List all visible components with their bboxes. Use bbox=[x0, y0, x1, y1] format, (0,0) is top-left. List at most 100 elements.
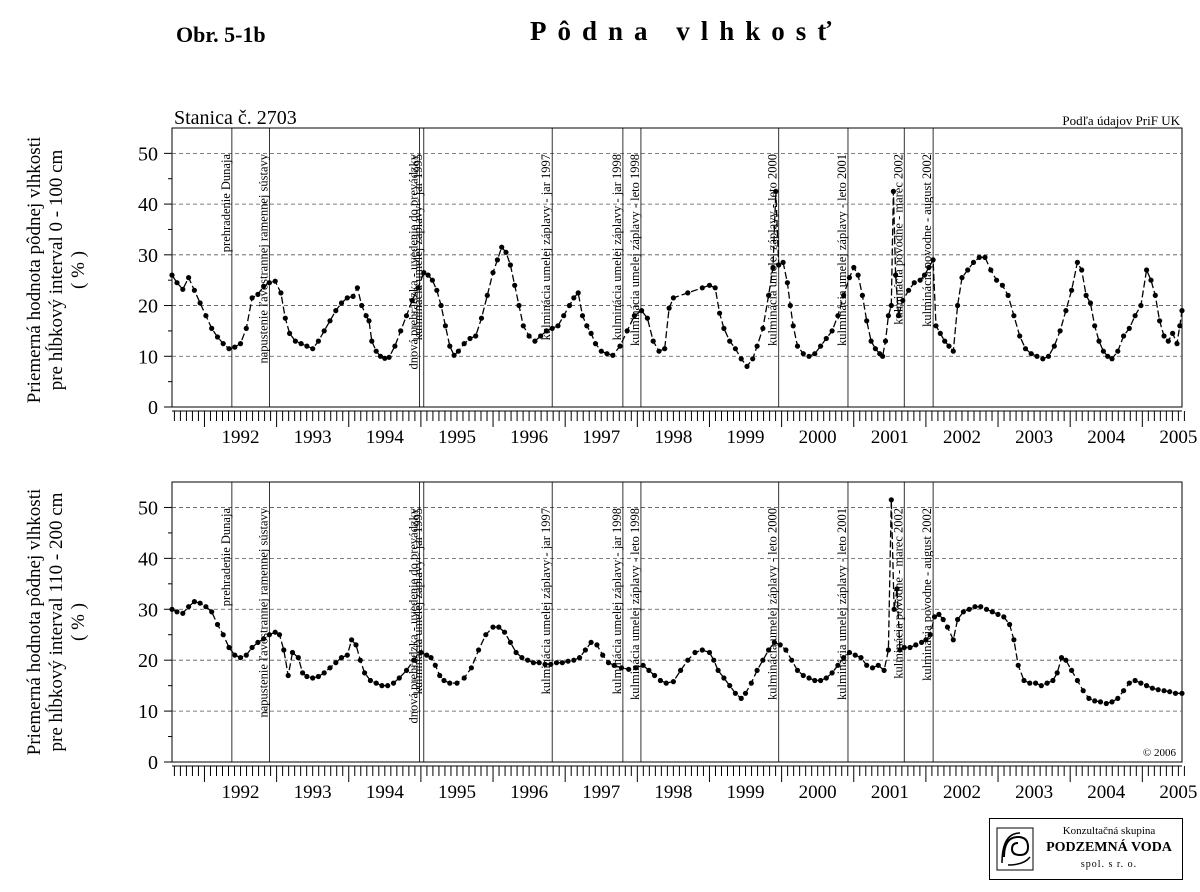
data-point bbox=[926, 264, 932, 271]
data-point bbox=[699, 647, 705, 653]
data-point bbox=[592, 341, 599, 347]
data-point bbox=[362, 670, 368, 676]
data-point bbox=[424, 652, 430, 658]
data-point bbox=[513, 649, 519, 656]
data-point bbox=[577, 655, 583, 661]
data-point bbox=[1144, 267, 1150, 273]
data-point bbox=[292, 338, 298, 344]
data-point bbox=[255, 291, 261, 297]
data-point bbox=[1054, 670, 1060, 676]
event-label-1: prehradenie Dunaja bbox=[219, 508, 233, 607]
data-point bbox=[829, 328, 835, 334]
data-point bbox=[538, 333, 544, 339]
data-point bbox=[721, 325, 727, 331]
data-point bbox=[1179, 690, 1185, 696]
data-point bbox=[191, 599, 197, 605]
data-point bbox=[1161, 688, 1167, 694]
data-point bbox=[390, 680, 397, 686]
data-point bbox=[344, 295, 350, 301]
logo-line3: spol. s r. o. bbox=[1080, 859, 1138, 870]
data-point bbox=[972, 604, 978, 610]
data-point bbox=[1005, 292, 1011, 298]
data-point bbox=[1105, 353, 1111, 359]
data-point bbox=[666, 305, 672, 311]
data-point bbox=[1152, 292, 1158, 298]
data-point bbox=[787, 302, 793, 309]
data-point bbox=[232, 652, 238, 658]
data-point bbox=[1126, 325, 1132, 331]
data-point bbox=[777, 642, 783, 648]
data-point bbox=[1138, 680, 1144, 686]
data-point bbox=[950, 637, 956, 643]
event-label-10: kulminácia povodne - marec 2002 bbox=[891, 508, 905, 679]
data-point bbox=[411, 657, 417, 663]
data-point bbox=[549, 325, 555, 331]
data-point bbox=[851, 264, 857, 271]
data-point bbox=[1157, 318, 1163, 324]
event-label-11: kulminácia povodne - august 2002 bbox=[920, 154, 934, 327]
data-point bbox=[266, 280, 272, 286]
data-point bbox=[959, 275, 965, 281]
data-point bbox=[626, 666, 632, 672]
data-point bbox=[1161, 333, 1167, 339]
x-tick-label: 2003 bbox=[1015, 782, 1053, 803]
data-point bbox=[639, 308, 645, 314]
plot-frame-1 bbox=[171, 127, 1183, 408]
data-point bbox=[1027, 680, 1033, 686]
data-point bbox=[670, 679, 677, 685]
x-tick-label: 2004 bbox=[1087, 427, 1126, 448]
x-tick-label: 1997 bbox=[582, 782, 620, 803]
y-tick-label: 50 bbox=[138, 143, 158, 165]
data-point bbox=[553, 660, 560, 666]
event-label-8: kulminácia umelej záplavy - leto 2000 bbox=[766, 508, 780, 700]
data-point bbox=[1079, 267, 1085, 273]
data-point bbox=[901, 644, 907, 651]
data-point bbox=[437, 672, 443, 679]
data-point bbox=[900, 297, 906, 304]
data-point bbox=[835, 313, 841, 319]
data-point bbox=[338, 655, 345, 661]
x-tick-label: 1995 bbox=[438, 427, 476, 448]
data-point bbox=[1132, 677, 1138, 684]
plot-frame-2 bbox=[171, 481, 1183, 763]
x-tick-label: 1999 bbox=[727, 427, 765, 448]
station-label: Stanica č. 2703 bbox=[174, 107, 297, 129]
data-point bbox=[955, 302, 961, 309]
data-point bbox=[748, 680, 754, 686]
data-point bbox=[1172, 690, 1179, 696]
event-label-6: kulminácia umelej záplavy - jar 1998 bbox=[610, 154, 624, 340]
data-point bbox=[812, 677, 818, 684]
data-point bbox=[841, 655, 847, 661]
data-point bbox=[888, 302, 894, 309]
data-point bbox=[226, 644, 232, 651]
data-point bbox=[706, 649, 713, 656]
data-point bbox=[930, 257, 936, 263]
data-point bbox=[575, 290, 581, 296]
data-point bbox=[966, 606, 972, 612]
data-point bbox=[982, 254, 988, 260]
data-point bbox=[610, 352, 616, 358]
x-tick-label: 1998 bbox=[654, 782, 692, 803]
y-tick-label: 10 bbox=[138, 346, 158, 368]
x-tick-label: 1993 bbox=[294, 427, 332, 448]
x-tick-label: 1994 bbox=[366, 782, 405, 803]
data-point bbox=[1045, 353, 1052, 359]
event-label-3: dnová prehrádzka - uvedenie do prevádzky bbox=[406, 507, 420, 723]
data-point bbox=[989, 609, 995, 615]
data-point bbox=[594, 642, 600, 648]
event-label-4: kulminácia umelej záplavy - jar 1995 bbox=[411, 154, 425, 340]
x-tick-label: 2005 bbox=[1159, 782, 1197, 803]
data-point bbox=[1007, 621, 1013, 628]
data-point bbox=[812, 351, 818, 357]
data-point bbox=[1132, 313, 1138, 319]
data-point bbox=[278, 290, 284, 296]
data-point bbox=[366, 318, 372, 324]
y-axis-label: pre hĺbkový interval 110 - 200 cm bbox=[45, 492, 67, 751]
data-point bbox=[373, 680, 379, 686]
data-point bbox=[434, 287, 440, 293]
data-point bbox=[846, 275, 853, 281]
data-point bbox=[327, 665, 333, 671]
data-point bbox=[640, 662, 646, 668]
data-point bbox=[310, 675, 316, 681]
data-point bbox=[180, 286, 186, 292]
